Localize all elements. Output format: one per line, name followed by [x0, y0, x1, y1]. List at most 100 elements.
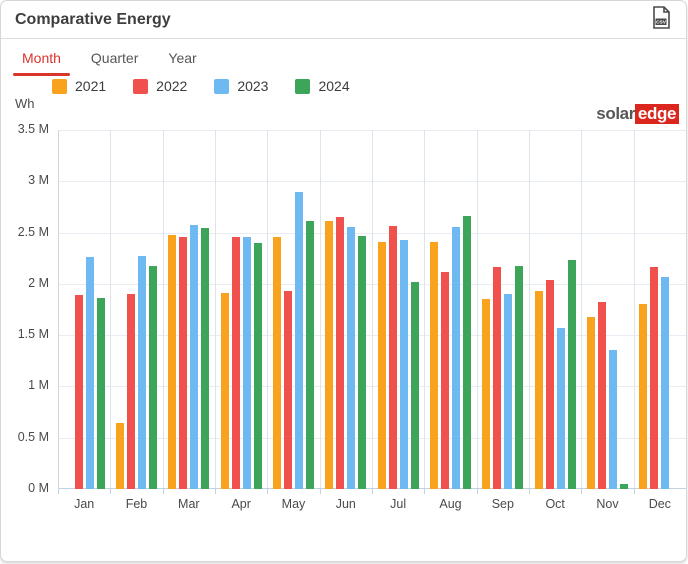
x-axis-tick [267, 489, 268, 494]
bar-2022-feb[interactable] [126, 294, 135, 489]
bar-2021-oct[interactable] [534, 291, 543, 489]
page-title: Comparative Energy [15, 10, 171, 28]
bar-2023-sep[interactable] [504, 294, 513, 489]
legend-item-2022[interactable]: 2022 [133, 78, 187, 94]
bar-2022-jul[interactable] [388, 226, 397, 489]
bar-2024-sep[interactable] [515, 266, 524, 489]
bar-2021-jun[interactable] [325, 221, 334, 489]
bar-group-feb [110, 130, 162, 489]
x-axis-tick [110, 489, 111, 494]
gridline-vertical [581, 130, 582, 489]
tab-quarter[interactable]: Quarter [82, 39, 147, 76]
bar-2024-may[interactable] [305, 221, 314, 489]
y-tick-label: 2 M [28, 275, 49, 290]
tab-month[interactable]: Month [13, 39, 70, 76]
x-tick-label: Nov [596, 497, 619, 511]
bar-2024-jan[interactable] [96, 298, 105, 489]
y-axis-line [58, 130, 59, 489]
bar-2022-mar[interactable] [179, 237, 188, 489]
gridline-vertical [424, 130, 425, 489]
bar-2023-mar[interactable] [190, 225, 199, 489]
bar-2021-sep[interactable] [482, 299, 491, 489]
gridline-vertical [267, 130, 268, 489]
x-tick-label: Feb [125, 497, 148, 511]
bar-2021-aug[interactable] [429, 242, 438, 489]
gridline-vertical [686, 130, 687, 489]
bar-2023-may[interactable] [294, 192, 303, 489]
bar-2023-nov[interactable] [608, 350, 617, 489]
x-tick-label: Jun [335, 497, 356, 511]
bar-2023-jan[interactable] [85, 257, 94, 489]
x-tick-label: Aug [439, 497, 462, 511]
x-axis-tick [424, 489, 425, 494]
gridline-vertical [110, 130, 111, 489]
legend-swatch-2024 [295, 78, 311, 94]
gridline-vertical [372, 130, 373, 489]
bar-2023-apr[interactable] [242, 237, 251, 489]
y-tick-label: 0.5 M [17, 429, 49, 444]
bar-2023-feb[interactable] [137, 256, 146, 489]
x-axis-tick [581, 489, 582, 494]
x-tick-label: Jul [390, 497, 407, 511]
gridline-vertical [163, 130, 164, 489]
legend-item-2023[interactable]: 2023 [214, 78, 268, 94]
bar-2024-jun[interactable] [358, 236, 367, 489]
x-tick-label: Jan [74, 497, 95, 511]
bar-group-mar [163, 130, 215, 489]
bar-group-nov [581, 130, 633, 489]
period-tabs: Month Quarter Year [1, 39, 686, 76]
bar-2023-jul[interactable] [399, 240, 408, 489]
y-tick-label: 1.5 M [17, 327, 49, 342]
bar-group-jun [320, 130, 372, 489]
bar-group-dec [634, 130, 686, 489]
bar-2024-oct[interactable] [567, 260, 576, 489]
bar-2023-jun[interactable] [347, 227, 356, 489]
chart-area: 2021 2022 2023 2024 Wh solar edge 3.5 M 3 M 2.… [1, 76, 687, 561]
bar-2023-dec[interactable] [661, 277, 670, 489]
bar-2024-feb[interactable] [148, 266, 157, 489]
bar-2021-jul[interactable] [377, 242, 386, 489]
gridline-vertical [320, 130, 321, 489]
gridline-vertical [477, 130, 478, 489]
bar-2022-apr[interactable] [231, 237, 240, 489]
bar-2024-mar[interactable] [201, 228, 210, 489]
legend-item-2024[interactable]: 2024 [295, 78, 350, 94]
bar-2021-apr[interactable] [220, 293, 229, 489]
x-axis-tick [477, 489, 478, 494]
x-axis-tick [372, 489, 373, 494]
bar-group-oct [529, 130, 581, 489]
bar-group-sep [477, 130, 529, 489]
bar-2024-jul[interactable] [410, 282, 419, 489]
bar-2022-dec[interactable] [650, 267, 659, 489]
bar-2021-feb[interactable] [115, 423, 124, 489]
tab-year[interactable]: Year [159, 39, 205, 76]
bar-group-may [267, 130, 319, 489]
bar-2022-oct[interactable] [545, 280, 554, 489]
bar-2022-may[interactable] [283, 291, 292, 489]
bar-2022-jan[interactable] [74, 295, 83, 489]
bar-group-jul [372, 130, 424, 489]
bar-2021-nov[interactable] [586, 317, 595, 489]
legend-item-2021[interactable]: 2021 [52, 78, 106, 94]
x-tick-label: May [281, 497, 306, 511]
y-tick-label: 0 M [28, 481, 49, 495]
bar-2021-may[interactable] [272, 237, 281, 489]
bar-2024-aug[interactable] [462, 216, 471, 489]
bar-group-jan [58, 130, 110, 489]
bar-2023-aug[interactable] [451, 227, 460, 489]
csv-export-button[interactable]: CSV [648, 6, 674, 33]
bar-2021-dec[interactable] [639, 304, 648, 489]
bar-2022-sep[interactable] [493, 267, 502, 489]
y-tick-label: 3 M [28, 173, 49, 188]
logo-text-solar: solar [596, 104, 635, 123]
bar-2022-jun[interactable] [336, 217, 345, 489]
bar-2024-apr[interactable] [253, 243, 262, 489]
legend-label: 2024 [318, 78, 350, 94]
bar-2023-oct[interactable] [556, 328, 565, 489]
bar-2021-mar[interactable] [168, 235, 177, 489]
bar-2022-aug[interactable] [440, 272, 449, 489]
bar-2024-nov[interactable] [619, 484, 628, 489]
svg-text:CSV: CSV [656, 20, 667, 26]
bar-2022-nov[interactable] [597, 302, 606, 489]
x-tick-label: Sep [491, 497, 514, 511]
